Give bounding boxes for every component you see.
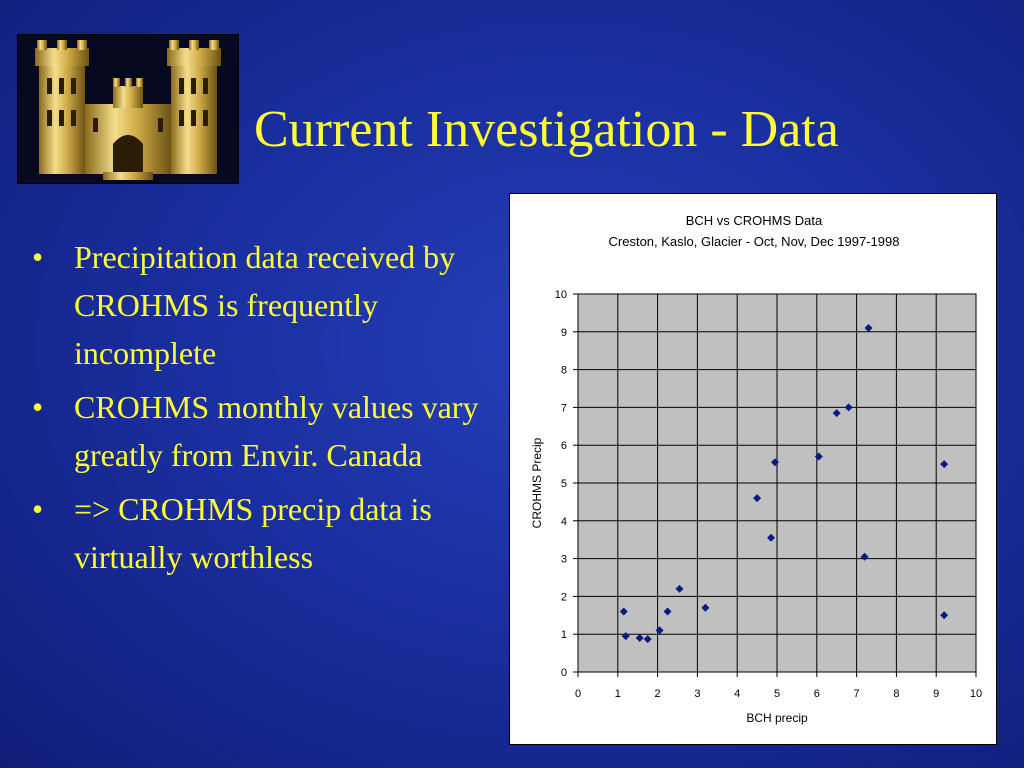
slide-title: Current Investigation - Data: [254, 101, 839, 158]
y-tick-label: 1: [561, 629, 567, 641]
data-point: [814, 452, 823, 461]
x-tick-label: 8: [893, 688, 899, 700]
bullet-item: Precipitation data received by CROHMS is…: [30, 233, 510, 377]
data-point: [864, 324, 873, 333]
y-tick-label: 10: [555, 289, 567, 301]
data-point: [701, 603, 710, 612]
data-point: [860, 552, 869, 561]
y-tick-label: 3: [561, 554, 567, 566]
data-point: [771, 458, 780, 467]
data-point: [619, 607, 628, 616]
x-tick-label: 3: [694, 688, 700, 700]
y-tick-label: 7: [561, 402, 567, 414]
chart-subtitle: Creston, Kaslo, Glacier - Oct, Nov, Dec …: [609, 234, 900, 249]
data-point: [940, 611, 949, 620]
y-tick-label: 4: [561, 516, 567, 528]
y-tick-label: 8: [561, 365, 567, 377]
data-point: [635, 633, 644, 642]
corps-of-engineers-castle-logo: [17, 34, 239, 184]
data-points: [619, 324, 949, 644]
data-point: [663, 607, 672, 616]
y-tick-label: 2: [561, 591, 567, 603]
x-axis-label: BCH precip: [746, 711, 808, 725]
data-point: [621, 632, 630, 641]
castle-icon: [35, 40, 221, 180]
axis-ticks: 0 1 2 3 4 5 6 7 8 9 10 0 1 2 3 4 5 6 7 8 9 10: [555, 289, 982, 700]
y-tick-label: 5: [561, 478, 567, 490]
x-tick-label: 2: [655, 688, 661, 700]
bullet-list: Precipitation data received by CROHMS is…: [30, 233, 510, 587]
y-axis-label: CROHMS Precip: [530, 437, 544, 528]
x-tick-label: 5: [774, 688, 780, 700]
x-tick-label: 0: [575, 688, 581, 700]
chart-title: BCH vs CROHMS Data: [686, 213, 823, 228]
data-point: [753, 494, 762, 503]
x-tick-label: 4: [734, 688, 740, 700]
data-point: [832, 409, 841, 418]
scatter-chart: BCH vs CROHMS Data Creston, Kaslo, Glaci…: [509, 193, 997, 745]
data-point: [940, 460, 949, 469]
data-point: [643, 635, 652, 644]
x-tick-label: 9: [933, 688, 939, 700]
x-tick-label: 1: [615, 688, 621, 700]
bullet-item: CROHMS monthly values vary greatly from …: [30, 383, 510, 479]
y-tick-label: 9: [561, 327, 567, 339]
data-point: [844, 403, 853, 412]
data-point: [767, 533, 776, 542]
y-tick-label: 0: [561, 667, 567, 679]
x-tick-label: 7: [854, 688, 860, 700]
data-point: [675, 584, 684, 593]
bullet-item: => CROHMS precip data is virtually worth…: [30, 485, 510, 581]
data-point: [655, 626, 664, 635]
chart-svg: BCH vs CROHMS Data Creston, Kaslo, Glaci…: [530, 213, 982, 725]
y-tick-label: 6: [561, 440, 567, 452]
x-tick-label: 10: [970, 688, 982, 700]
x-tick-label: 6: [814, 688, 820, 700]
